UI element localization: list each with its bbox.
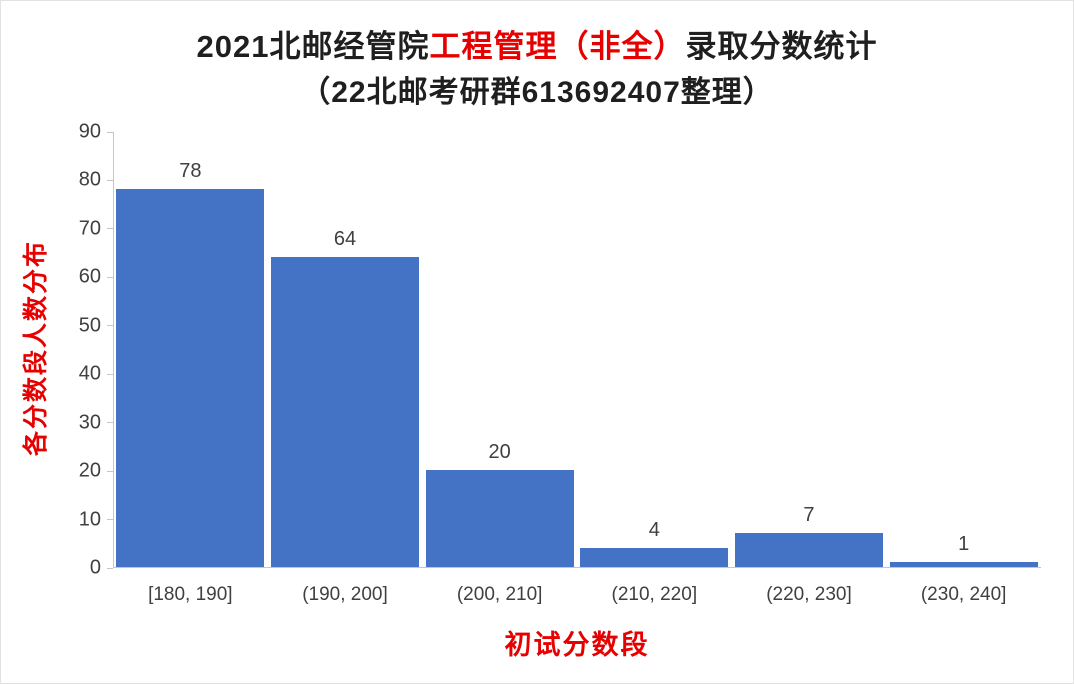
x-axis-line [113,567,1041,568]
y-tick-mark [107,567,113,569]
y-tick-label: 10 [78,508,101,531]
bar [735,533,883,567]
y-tick-label: 0 [89,556,101,579]
title-suffix: 录取分数统计 [685,29,878,64]
y-axis-title: 各分数段人数分布 [22,239,50,457]
y-tick-label: 30 [78,411,101,434]
y-tick-mark [107,373,113,375]
y-tick-label: 40 [78,362,101,385]
chart-subtitle: （22北邮考研群613692407整理） [300,76,774,109]
bar-value-label: 4 [648,518,660,541]
y-tick-label: 50 [78,314,101,337]
x-tick-label: (220, 230] [766,584,852,605]
y-tick-label: 20 [78,459,101,482]
x-tick-label: (210, 220] [611,584,698,605]
bar [425,470,574,567]
bar [116,189,265,567]
chart-title: 2021北邮经管院工程管理（非全）录取分数统计 [1,21,1073,66]
bar [271,256,419,567]
x-tick-label: (200, 210] [456,584,543,605]
x-tick-label: (190, 200] [302,584,388,605]
bar-value-label: 78 [179,160,202,183]
x-tick-label: [180, 190] [148,584,233,605]
title-prefix: 2021北邮经管院 [196,29,430,64]
y-tick-mark [107,179,113,181]
title-highlight: 工程管理（非全） [429,29,686,64]
bar [889,562,1038,567]
bar-value-label: 7 [803,504,815,527]
bar-value-label: 64 [333,227,357,250]
y-axis-line [113,132,114,568]
y-tick-mark [107,519,113,521]
bar-value-label: 20 [488,441,511,464]
plot-area: 0 10 20 30 40 50 60 70 80 90 78 64 20 4 7 1 [180, 190]… [79,121,1041,605]
y-tick-mark [107,276,113,278]
y-tick-mark [107,228,113,230]
y-tick-mark [107,131,113,133]
bar-value-label: 1 [958,533,970,556]
y-tick-label: 90 [78,120,101,143]
y-tick-mark [107,422,113,424]
bar [580,547,729,567]
x-tick-label: (230, 240] [920,584,1007,605]
y-tick-label: 80 [78,168,101,191]
y-tick-label: 60 [78,265,101,288]
y-tick-mark [107,470,113,472]
y-tick-label: 70 [78,217,101,240]
x-axis-title: 初试分数段 [504,630,650,660]
y-tick-mark [107,325,113,327]
